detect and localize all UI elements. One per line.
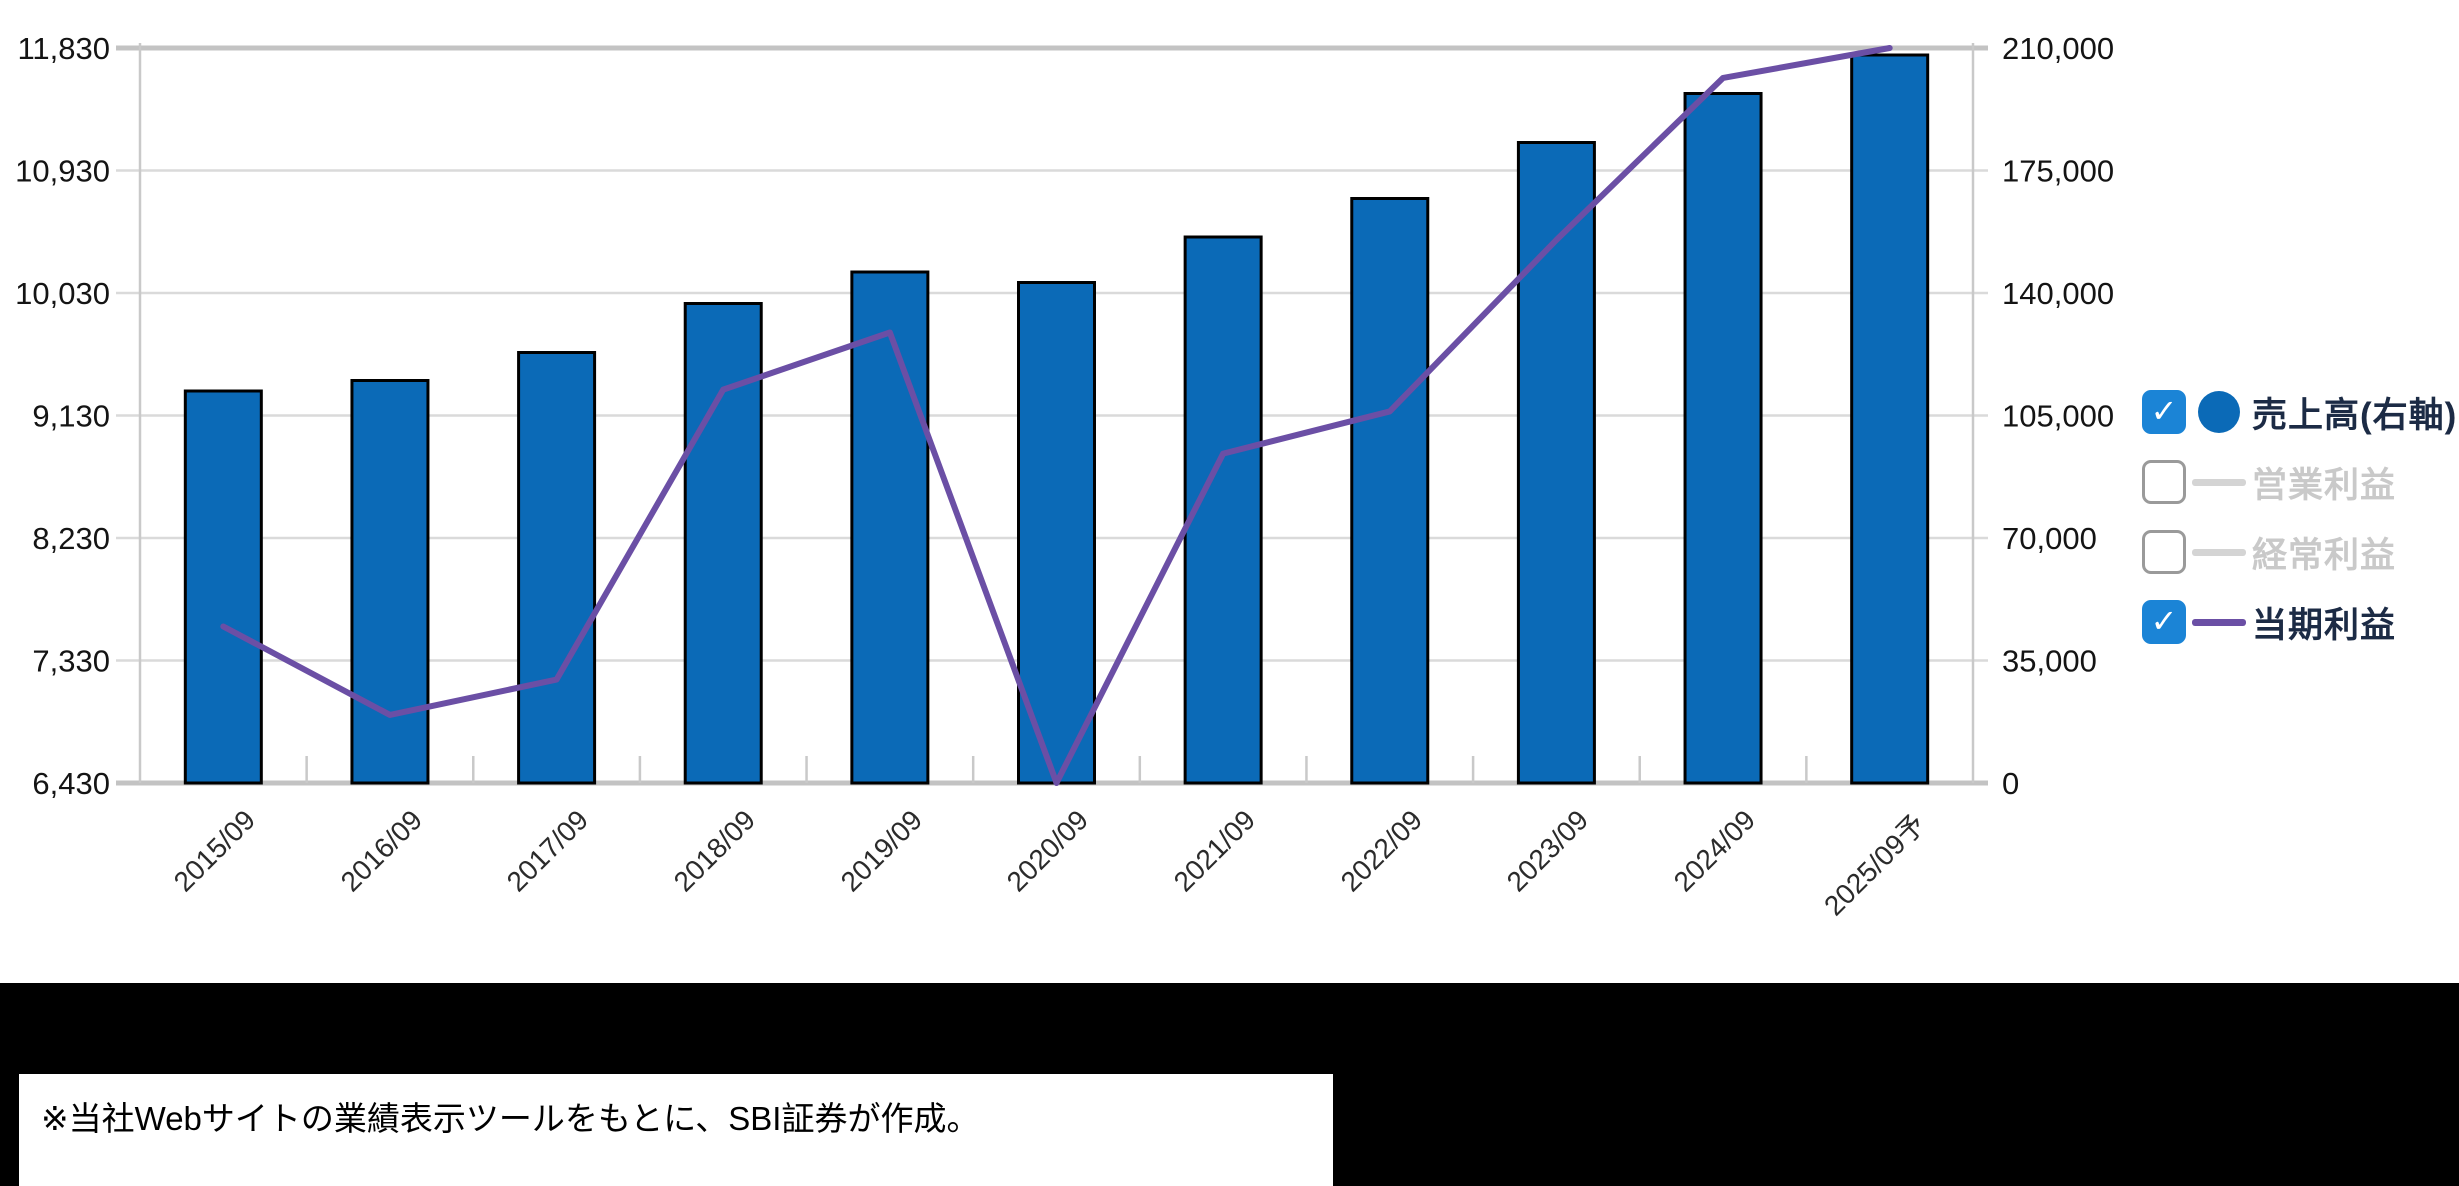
revenue-bar-2020/09 xyxy=(1017,281,1096,785)
net-income-line-marker-icon xyxy=(2192,618,2246,626)
legend-marker-wrap xyxy=(2186,478,2252,486)
left-axis-tick-label: 10,930 xyxy=(15,154,110,189)
legend-checkbox-operating-profit[interactable] xyxy=(2142,460,2186,504)
performance-chart: 11,830 210,000 10,930 175,000 10,030 140,000 9… xyxy=(15,31,2114,801)
source-note-box: ※当社Webサイトの業績表示ツールをもとに、SBI証券が作成。 xyxy=(19,1074,1333,1186)
performance-chart-area: 11,830 210,000 10,930 175,000 10,030 140,000 9… xyxy=(15,31,2114,801)
left-axis-tick-label: 10,030 xyxy=(15,276,110,311)
legend-label-operating-profit: 営業利益 xyxy=(2252,465,2397,505)
operating-profit-line-marker-icon xyxy=(2192,478,2246,486)
revenue-bar-2022/09 xyxy=(1350,197,1430,785)
right-axis-tick-label: 0 xyxy=(2002,766,2019,801)
legend-item-net-income[interactable]: ✓ 当期利益 xyxy=(2142,587,2457,657)
legend-checkbox-ordinary-profit[interactable] xyxy=(2142,530,2186,574)
legend-marker-wrap xyxy=(2186,618,2252,626)
right-axis-tick-label: 70,000 xyxy=(2002,521,2097,556)
left-axis-tick-label: 6,430 xyxy=(32,766,110,801)
legend-checkbox-net-income[interactable]: ✓ xyxy=(2142,600,2186,644)
legend-marker-wrap xyxy=(2186,548,2252,556)
revenue-bar-2018/09 xyxy=(683,302,763,785)
revenue-bar-2019/09 xyxy=(850,270,930,785)
revenue-bar-2016/09 xyxy=(350,379,430,785)
legend-label-revenue: 売上高(右軸) xyxy=(2252,395,2458,435)
footer-black-band: ※当社Webサイトの業績表示ツールをもとに、SBI証券が作成。 xyxy=(0,983,2459,1186)
legend-item-ordinary-profit[interactable]: 経常利益 xyxy=(2142,517,2457,587)
right-axis-tick-label: 175,000 xyxy=(2002,154,2114,189)
revenue-bar-2025/09予 xyxy=(1850,53,1930,785)
left-axis-tick-label: 8,230 xyxy=(32,521,110,556)
legend-item-operating-profit[interactable]: 営業利益 xyxy=(2142,447,2457,517)
revenue-circle-marker-icon xyxy=(2198,391,2240,433)
left-axis-tick-label: 9,130 xyxy=(32,399,110,434)
net-income-line xyxy=(220,45,1893,786)
revenue-bar-2017/09 xyxy=(517,351,597,785)
legend-label-net-income: 当期利益 xyxy=(2252,605,2397,645)
source-note-text: ※当社Webサイトの業績表示ツールをもとに、SBI証券が作成。 xyxy=(41,1100,980,1137)
right-axis-tick-label: 140,000 xyxy=(2002,276,2114,311)
legend-checkbox-revenue[interactable]: ✓ xyxy=(2142,390,2186,434)
revenue-bar-2015/09 xyxy=(183,389,263,785)
left-axis-tick-label: 7,330 xyxy=(32,644,110,679)
legend-marker-wrap xyxy=(2186,391,2252,433)
legend-label-ordinary-profit: 経常利益 xyxy=(2252,535,2397,575)
revenue-bar-2023/09 xyxy=(1516,141,1596,785)
left-axis-tick-label: 11,830 xyxy=(17,31,110,66)
legend-item-revenue[interactable]: ✓ 売上高(右軸) xyxy=(2142,377,2457,447)
ordinary-profit-line-marker-icon xyxy=(2192,548,2246,556)
right-axis-tick-label: 35,000 xyxy=(2002,644,2097,679)
revenue-bar-2024/09 xyxy=(1683,92,1763,785)
right-axis-tick-label: 105,000 xyxy=(2002,399,2114,434)
right-axis-tick-label: 210,000 xyxy=(2002,31,2114,66)
chart-legend: ✓ 売上高(右軸) 営業利益 経常利益 ✓ 当期利益 xyxy=(2142,377,2457,657)
